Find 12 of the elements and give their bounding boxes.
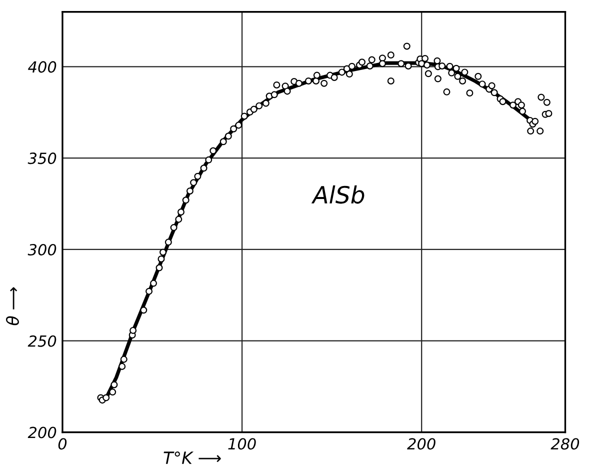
y-axis-title: θ ⟶ [6,287,19,326]
y-tick-label: 200 [28,426,56,438]
x-tick-label: 200 [407,438,436,450]
x-tick-label: 0 [58,438,67,450]
x-axis-title: T°K ⟶ [164,451,221,464]
y-tick-label: 400 [28,61,56,73]
y-tick-label: 350 [28,152,56,164]
annotation: AlSb [311,185,364,204]
x-tick-label: 100 [228,438,256,450]
y-tick-label: 250 [28,335,56,347]
x-tick-label: 280 [550,438,580,450]
y-tick-label: 300 [28,244,56,256]
